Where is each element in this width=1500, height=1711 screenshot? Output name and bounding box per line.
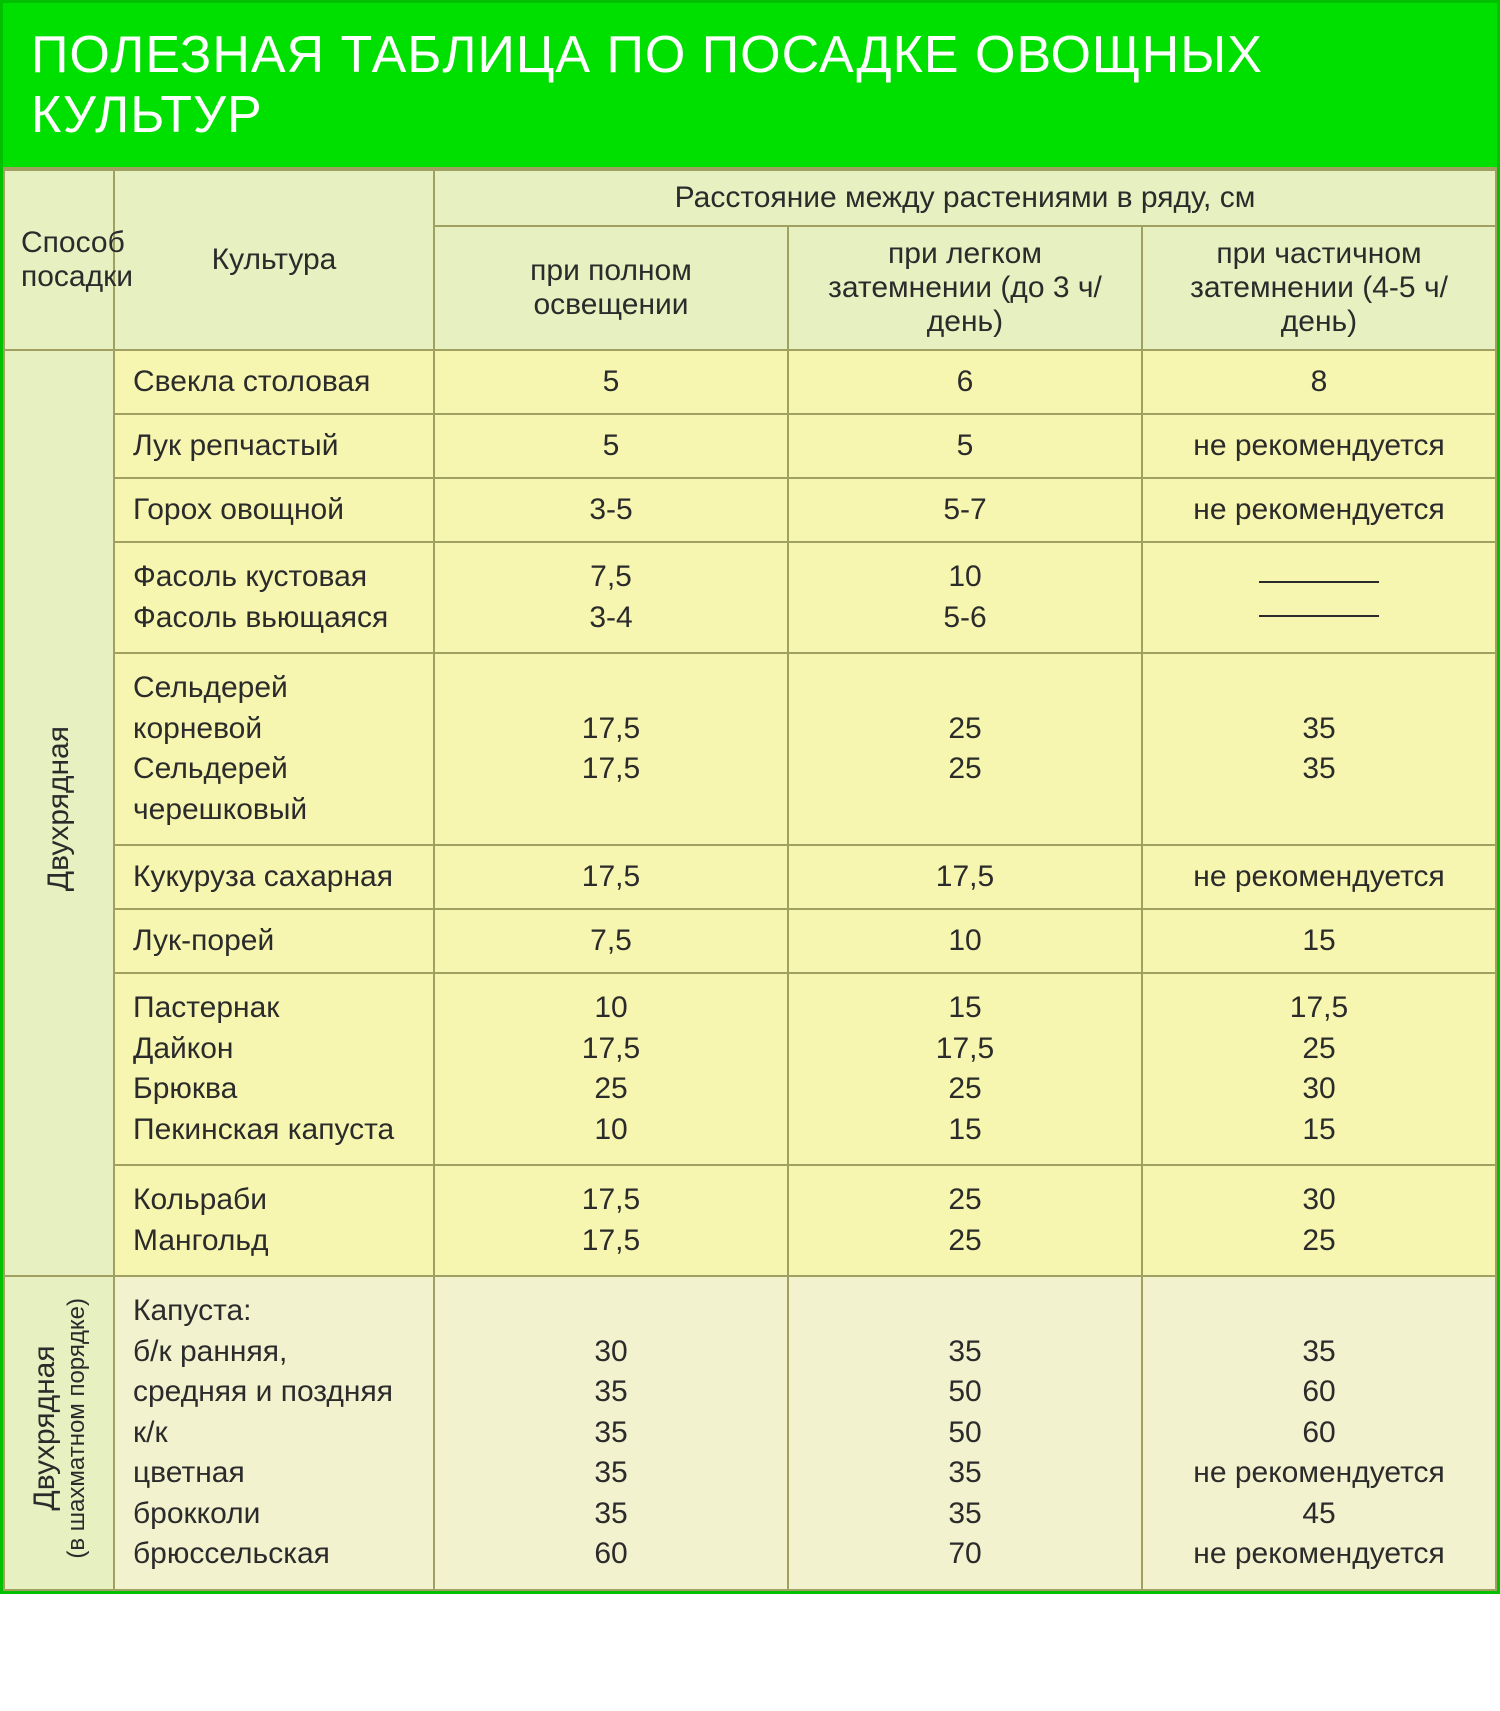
- value-cell: не рекомендуется: [1142, 845, 1496, 909]
- crop-cell: Свекла столовая: [114, 350, 434, 414]
- crop-cell: Сельдерей корневойСельдерей черешковый: [114, 653, 434, 845]
- table-row: Лук репчастый 5 5 не рекомендуется: [4, 414, 1496, 478]
- planting-table: Способ посадки Культура Расстояние между…: [3, 169, 1497, 1591]
- header-col-1: при полном освещении: [434, 226, 788, 350]
- table-row: Лук-порей 7,5 10 15: [4, 909, 1496, 973]
- crop-cell: Кукуруза сахарная: [114, 845, 434, 909]
- value-cell: 17,5: [434, 845, 788, 909]
- method-label-2-main: Двухрядная: [28, 1346, 61, 1511]
- crop-cell: Фасоль кустоваяФасоль вьющаяся: [114, 542, 434, 653]
- value-cell: 2525: [788, 1165, 1142, 1276]
- table-row: Сельдерей корневойСельдерей черешковый 1…: [4, 653, 1496, 845]
- value-cell: 356060не рекомендуется45не рекомендуется: [1142, 1276, 1496, 1590]
- value-cell: 3025: [1142, 1165, 1496, 1276]
- table-row: Горох овощной 3-5 5-7 не рекомендуется: [4, 478, 1496, 542]
- header-row-1: Способ посадки Культура Расстояние между…: [4, 170, 1496, 226]
- value-cell: 3-5: [434, 478, 788, 542]
- table-row: Фасоль кустоваяФасоль вьющаяся 7,53-4 10…: [4, 542, 1496, 653]
- value-cell: 17,5: [788, 845, 1142, 909]
- crop-cell: ПастернакДайконБрюкваПекинская капуста: [114, 973, 434, 1165]
- value-cell: 8: [1142, 350, 1496, 414]
- method-cell-2: Двухрядная (в шахматном порядке): [4, 1276, 114, 1590]
- header-group: Расстояние между растениями в ряду, см: [434, 170, 1496, 226]
- value-cell: 15: [1142, 909, 1496, 973]
- value-cell: 2525: [788, 653, 1142, 845]
- method-cell-1: Двухрядная: [4, 350, 114, 1276]
- value-cell: 3535: [1142, 653, 1496, 845]
- header-method: Способ посадки: [4, 170, 114, 350]
- page-title: ПОЛЕЗНАЯ ТАБЛИЦА ПО ПОСАДКЕ ОВОЩНЫХ КУЛЬ…: [3, 3, 1497, 169]
- value-cell: 355050353570: [788, 1276, 1142, 1590]
- value-cell: [1142, 542, 1496, 653]
- crop-cell: Лук репчастый: [114, 414, 434, 478]
- crop-cell: Лук-порей: [114, 909, 434, 973]
- value-cell: 17,5253015: [1142, 973, 1496, 1165]
- header-col-3: при частичном затемнении (4-5 ч/день): [1142, 226, 1496, 350]
- header-col-2: при легком затемнении (до 3 ч/день): [788, 226, 1142, 350]
- value-cell: 303535353560: [434, 1276, 788, 1590]
- value-cell: 7,5: [434, 909, 788, 973]
- value-cell: не рекомендуется: [1142, 414, 1496, 478]
- value-cell: 10: [788, 909, 1142, 973]
- crop-cell: Капуста:б/к ранняя,средняя и поздняяк/кц…: [114, 1276, 434, 1590]
- value-cell: 5: [434, 414, 788, 478]
- dash-icon: [1259, 615, 1379, 617]
- table-container: ПОЛЕЗНАЯ ТАБЛИЦА ПО ПОСАДКЕ ОВОЩНЫХ КУЛЬ…: [0, 0, 1500, 1594]
- table-row: Двухрядная (в шахматном порядке) Капуста…: [4, 1276, 1496, 1590]
- value-cell: 1017,52510: [434, 973, 788, 1165]
- table-row: Кукуруза сахарная 17,5 17,5 не рекоменду…: [4, 845, 1496, 909]
- table-row: Двухрядная Свекла столовая 5 6 8: [4, 350, 1496, 414]
- value-cell: 5-7: [788, 478, 1142, 542]
- dash-icon: [1259, 581, 1379, 583]
- method-label-1: Двухрядная: [41, 726, 77, 891]
- value-cell: 6: [788, 350, 1142, 414]
- table-row: КольрабиМангольд 17,517,5 2525 3025: [4, 1165, 1496, 1276]
- value-cell: 5: [434, 350, 788, 414]
- value-cell: 17,517,5: [434, 653, 788, 845]
- crop-cell: Горох овощной: [114, 478, 434, 542]
- value-cell: 105-6: [788, 542, 1142, 653]
- value-cell: 1517,52515: [788, 973, 1142, 1165]
- method-label-2-sub: (в шахматном порядке): [63, 1298, 92, 1559]
- crop-cell: КольрабиМангольд: [114, 1165, 434, 1276]
- value-cell: 17,517,5: [434, 1165, 788, 1276]
- header-crop: Культура: [114, 170, 434, 350]
- value-cell: 7,53-4: [434, 542, 788, 653]
- value-cell: 5: [788, 414, 1142, 478]
- method-label-2: Двухрядная (в шахматном порядке): [27, 1298, 92, 1559]
- value-cell: не рекомендуется: [1142, 478, 1496, 542]
- table-row: ПастернакДайконБрюкваПекинская капуста 1…: [4, 973, 1496, 1165]
